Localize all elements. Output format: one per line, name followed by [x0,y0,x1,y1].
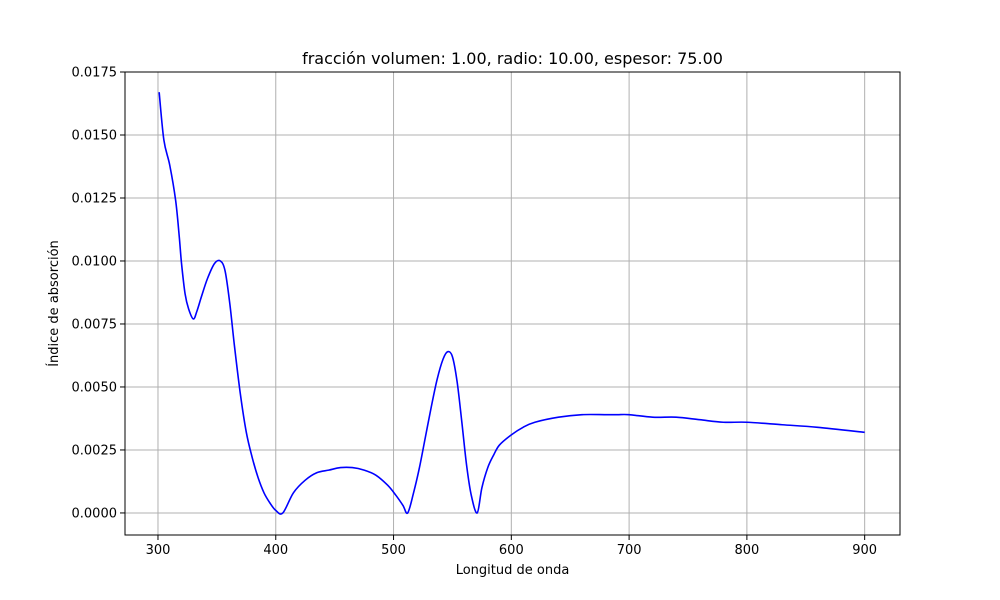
y-axis-ticks: 0.0000 0.0025 0.0050 0.0075 0.0100 0.0125 0.01… [72,66,125,521]
x-axis-ticks: 300 400 500 600 700 800 900 [146,535,877,558]
series-layer [158,92,865,515]
y-tick-label: 0.0000 [72,506,118,521]
plot-frame [124,71,901,536]
series-line-0 [158,92,865,515]
x-tick-label: 900 [852,543,877,558]
y-tick-label: 0.0050 [72,380,118,395]
grid [125,71,900,535]
y-tick-label: 0.0025 [72,443,118,458]
y-tick-label: 0.0075 [72,317,118,332]
y-tick-label: 0.0100 [72,254,118,269]
x-tick-label: 800 [734,543,759,558]
y-tick-label: 0.0125 [72,191,118,206]
chart-title: fracción volumen: 1.00, radio: 10.00, es… [302,49,723,68]
x-tick-label: 700 [617,543,642,558]
y-axis-label: Índice de absorción [46,240,62,367]
x-tick-label: 500 [381,543,406,558]
x-tick-label: 300 [146,543,171,558]
x-tick-label: 600 [499,543,524,558]
y-tick-label: 0.0175 [72,66,118,81]
x-axis-label: Longitud de onda [456,563,570,578]
x-tick-label: 400 [263,543,288,558]
y-tick-label: 0.0150 [72,128,118,143]
